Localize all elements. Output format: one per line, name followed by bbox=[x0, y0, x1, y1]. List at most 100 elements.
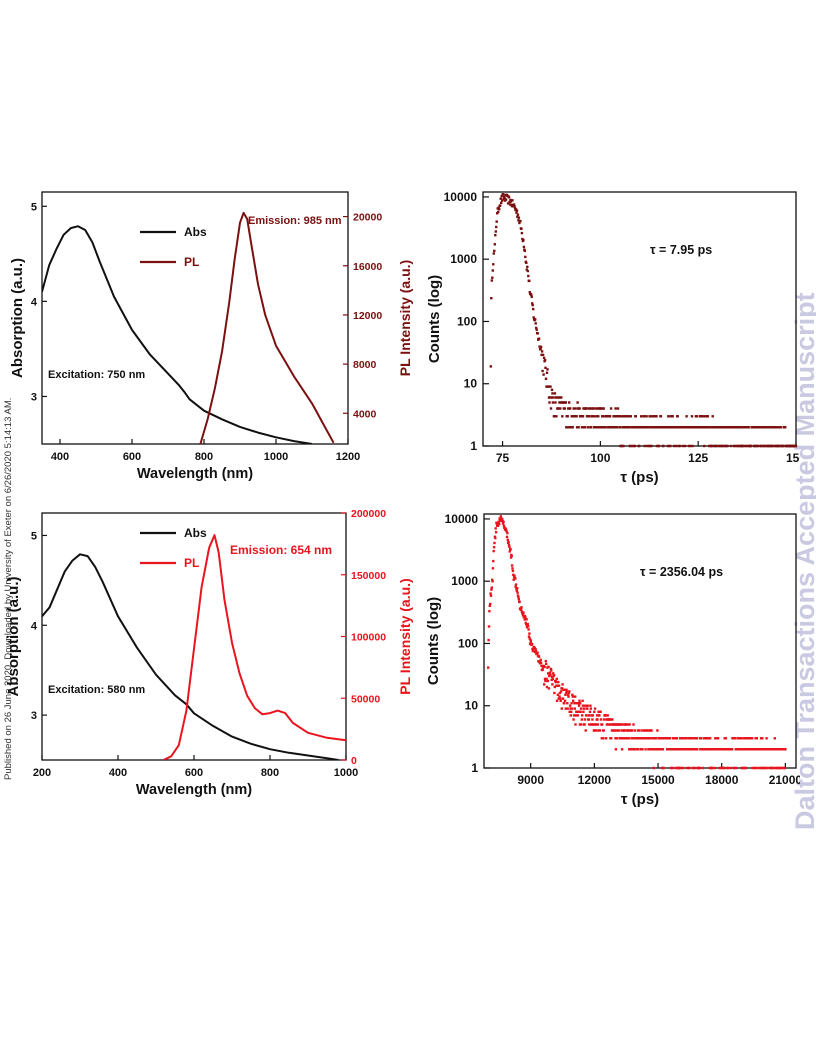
decay-point bbox=[553, 691, 556, 695]
y-tick-label: 4 bbox=[31, 296, 38, 308]
decay-point bbox=[561, 697, 565, 700]
decay-point bbox=[760, 444, 763, 448]
decay-point bbox=[696, 748, 699, 751]
decay-point bbox=[637, 426, 640, 429]
decay-point bbox=[519, 608, 523, 611]
decay-point bbox=[615, 737, 619, 740]
decay-point bbox=[582, 707, 585, 710]
decay-point bbox=[528, 637, 531, 640]
decay-point bbox=[647, 748, 650, 751]
decay-point bbox=[633, 748, 636, 751]
plot-frame bbox=[483, 513, 797, 769]
decay-point bbox=[737, 444, 740, 448]
decay-point bbox=[493, 249, 496, 253]
decay-point bbox=[544, 377, 548, 380]
decay-point bbox=[565, 688, 568, 691]
decay-point bbox=[719, 426, 723, 429]
decay-point bbox=[506, 202, 510, 205]
decay-point bbox=[710, 444, 713, 448]
decay-point bbox=[573, 707, 576, 710]
decay-point bbox=[523, 614, 527, 618]
decay-point bbox=[597, 415, 600, 418]
decay-point bbox=[563, 688, 566, 691]
decay-point bbox=[564, 401, 567, 404]
decay-point bbox=[701, 415, 704, 418]
decay-point bbox=[733, 766, 736, 770]
y-tick-label: 100 bbox=[457, 314, 477, 328]
decay-point bbox=[727, 766, 730, 770]
decay-point bbox=[551, 677, 554, 681]
x-tick-label: 12000 bbox=[578, 773, 612, 787]
decay-point bbox=[601, 723, 604, 726]
x-tick-label: 21000 bbox=[769, 773, 800, 787]
decay-point bbox=[645, 415, 648, 418]
decay-point bbox=[755, 737, 758, 740]
decay-point bbox=[622, 737, 625, 740]
decay-point bbox=[613, 723, 617, 726]
decay-point bbox=[600, 426, 603, 429]
decay-point bbox=[560, 396, 563, 399]
decay-point bbox=[720, 444, 724, 448]
decay-point bbox=[507, 543, 511, 547]
decay-point bbox=[494, 531, 498, 534]
decay-point bbox=[508, 550, 511, 553]
decay-point bbox=[574, 714, 578, 717]
decay-point bbox=[750, 737, 754, 740]
decay-point bbox=[657, 748, 660, 751]
decay-point bbox=[504, 198, 508, 201]
decay-point bbox=[594, 729, 598, 732]
decay-point bbox=[636, 748, 639, 751]
legend-pl-label: PL bbox=[184, 556, 199, 570]
decay-point bbox=[659, 748, 662, 751]
decay-point bbox=[556, 693, 560, 696]
decay-point bbox=[529, 640, 533, 643]
decay-point bbox=[578, 407, 581, 410]
decay-point bbox=[699, 426, 702, 429]
y-tick-label: 3 bbox=[31, 391, 37, 403]
decay-point bbox=[732, 426, 735, 429]
decay-point bbox=[687, 444, 691, 448]
decay-point bbox=[524, 616, 527, 619]
decay-point bbox=[693, 766, 697, 770]
decay-point bbox=[670, 426, 673, 429]
decay-point bbox=[551, 392, 554, 395]
decay-point bbox=[527, 274, 530, 278]
pl-series-line bbox=[163, 534, 346, 760]
decay-point bbox=[527, 625, 530, 628]
y-tick-label: 5 bbox=[31, 530, 37, 542]
decay-point bbox=[581, 704, 585, 707]
decay-point bbox=[716, 737, 720, 740]
decay-point bbox=[658, 426, 662, 429]
decay-point bbox=[668, 426, 671, 429]
decay-point bbox=[596, 426, 599, 429]
decay-point bbox=[517, 216, 521, 219]
abs-series-line bbox=[42, 225, 313, 444]
decay-point bbox=[763, 766, 766, 770]
y-tick-label: 3 bbox=[31, 710, 37, 722]
decay-point bbox=[540, 350, 544, 353]
decay-point bbox=[649, 415, 653, 418]
decay-point bbox=[561, 687, 564, 690]
decay-point bbox=[580, 723, 583, 726]
decay-point bbox=[633, 426, 636, 429]
decay-point bbox=[638, 737, 642, 740]
decay-point bbox=[751, 766, 754, 770]
decay-point bbox=[690, 426, 693, 429]
decay-point bbox=[678, 766, 681, 770]
decay-point bbox=[506, 531, 509, 535]
decay-point bbox=[581, 415, 585, 418]
decay-point bbox=[517, 598, 520, 601]
decay-point bbox=[702, 737, 706, 740]
decay-point bbox=[723, 748, 727, 751]
pl-series-line bbox=[199, 211, 335, 444]
decay-point bbox=[649, 426, 652, 429]
decay-point bbox=[761, 426, 765, 429]
decay-point bbox=[598, 426, 601, 429]
decay-point bbox=[730, 748, 734, 751]
decay-point bbox=[691, 737, 694, 740]
decay-point bbox=[588, 710, 592, 713]
decay-point bbox=[489, 594, 493, 597]
decay-point bbox=[549, 385, 552, 388]
decay-point bbox=[677, 748, 680, 751]
decay-point bbox=[532, 307, 535, 311]
